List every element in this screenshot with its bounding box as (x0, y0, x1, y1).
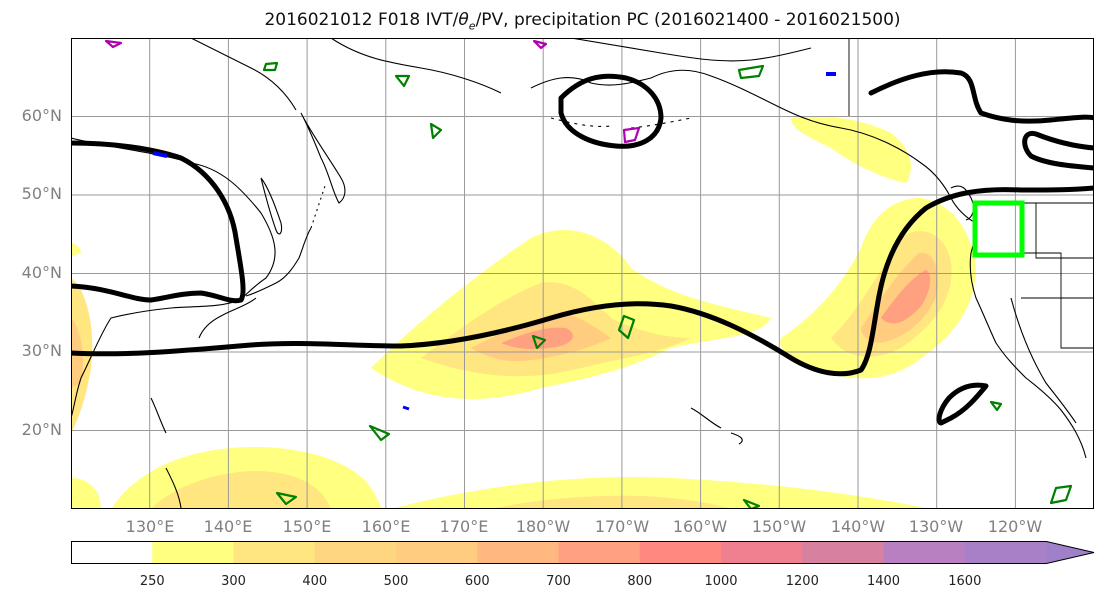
coast-sakhalin (260, 177, 283, 235)
coast-kamchatka (300, 112, 346, 204)
pv-contour-subtropical (936, 382, 989, 426)
title-prefix: 2016021012 F018 IVT/ (264, 10, 459, 30)
lon-label-160e: 160°E (361, 517, 411, 536)
colorbar-segment (477, 541, 559, 564)
coast-alaska-south (530, 69, 977, 224)
theta-contour-11 (989, 400, 1003, 412)
colorbar-segment (883, 541, 966, 564)
colorbar-segment (233, 541, 316, 564)
lon-label-140e: 140°E (203, 517, 253, 536)
theta-contour-4 (429, 122, 443, 140)
lon-label-160w: 160°W (672, 517, 728, 536)
colorbar-tick-label: 1600 (948, 574, 982, 589)
coast-kyushu (198, 297, 257, 339)
lon-label-130e: 130°E (125, 517, 175, 536)
colorbar (71, 541, 1095, 564)
lon-label-170e: 170°E (439, 517, 489, 536)
colorbar-tick-label: 800 (627, 574, 653, 589)
pv-contour-northeast (868, 69, 1094, 124)
colorbar-segments (71, 541, 1094, 564)
coastlines (71, 38, 1087, 509)
theta-contour-magenta-1 (622, 126, 641, 144)
pv-contour-alaska (558, 73, 664, 149)
coast-vancouver-island (950, 185, 975, 221)
theta-contour-magenta-2 (532, 39, 548, 50)
title-theta-subscript: e (468, 19, 476, 33)
theta-contour-8 (275, 491, 298, 506)
lon-label-140w: 140°W (830, 517, 886, 536)
lat-label-40n: 40°N (21, 263, 62, 282)
lon-label-180w: 180°W (515, 517, 571, 536)
colorbar-segment (314, 541, 397, 564)
colorbar-outline (71, 541, 1095, 564)
colorbar-segment (721, 541, 803, 564)
map-canvas (71, 38, 1094, 509)
pv-contour-west (71, 140, 246, 304)
theta-contour-2 (394, 74, 411, 88)
pv-contour-main (71, 185, 1094, 377)
title-theta: θe (458, 10, 476, 33)
colorbar-tick-label: 250 (139, 574, 165, 589)
colorbar-tick-label: 400 (302, 574, 328, 589)
colorbar-extend-max (1046, 541, 1094, 564)
theta-contour-magenta-3 (104, 39, 123, 49)
theta-contour-7 (368, 424, 391, 442)
boundary-states-c (1021, 297, 1094, 349)
coast-philippines (150, 397, 182, 509)
lon-label-130w: 130°W (908, 517, 964, 536)
lon-label-120w: 120°W (987, 517, 1043, 536)
boundary-states-b (1011, 252, 1094, 299)
lon-label-150w: 150°W (751, 517, 807, 536)
theta-contour-3 (737, 64, 765, 80)
colorbar-tick-label: 500 (383, 574, 409, 589)
colorbar-segment (964, 541, 1047, 564)
colorbar-segment (802, 541, 884, 564)
highlight-box (972, 200, 1025, 258)
map-panel (71, 38, 1094, 509)
colorbar-segment (152, 541, 234, 564)
theta-contour-blue-3 (402, 405, 410, 411)
coast-japan (245, 227, 312, 297)
pv-contour-northeast-b (1022, 130, 1094, 171)
coast-kurils (310, 182, 327, 229)
theta-contour-5 (617, 314, 636, 340)
colorbar-segment (71, 541, 153, 564)
lat-label-50n: 50°N (21, 184, 62, 203)
coast-asia-mainland (71, 137, 276, 301)
colorbar-tick-label: 1200 (785, 574, 819, 589)
pv-contours (71, 69, 1094, 426)
title-theta-symbol: θ (458, 10, 469, 30)
colorbar-segment (558, 541, 641, 564)
coast-hawaii (690, 407, 743, 445)
theta-contour-blue-1 (152, 151, 168, 158)
colorbar-tick-label: 600 (464, 574, 490, 589)
title-suffix: /PV, precipitation PC (2016021400 - 2016… (475, 10, 901, 30)
lon-label-150e: 150°E (282, 517, 332, 536)
theta-e-contours (104, 39, 1073, 509)
boundary-states-a (1035, 203, 1094, 259)
coast-baja (1010, 297, 1077, 424)
lat-label-20n: 20°N (21, 420, 62, 439)
theta-contour-6 (531, 334, 547, 350)
colorbar-segment (639, 541, 722, 564)
lat-label-30n: 30°N (21, 341, 62, 360)
map-border (71, 38, 1094, 509)
theta-contour-1 (262, 61, 279, 72)
colorbar-segment (396, 541, 478, 564)
lat-label-60n: 60°N (21, 106, 62, 125)
coast-okhotsk-chukotka (190, 38, 502, 111)
colorbar-tick-label: 1000 (704, 574, 738, 589)
theta-contour-10 (1049, 484, 1073, 505)
theta-contour-9 (742, 498, 761, 509)
figure-title: 2016021012 F018 IVT/θe/PV, precipitation… (0, 10, 1105, 32)
precip-plume-northeast (780, 116, 976, 379)
colorbar-tick-label: 700 (546, 574, 571, 589)
coast-china (71, 299, 240, 419)
lon-label-170w: 170°W (594, 517, 650, 536)
colorbar-tick-label: 1400 (866, 574, 901, 589)
colorbar-tick-label: 300 (221, 574, 246, 589)
coast-alaska-north (570, 38, 812, 62)
coast-us-west (969, 222, 1087, 459)
